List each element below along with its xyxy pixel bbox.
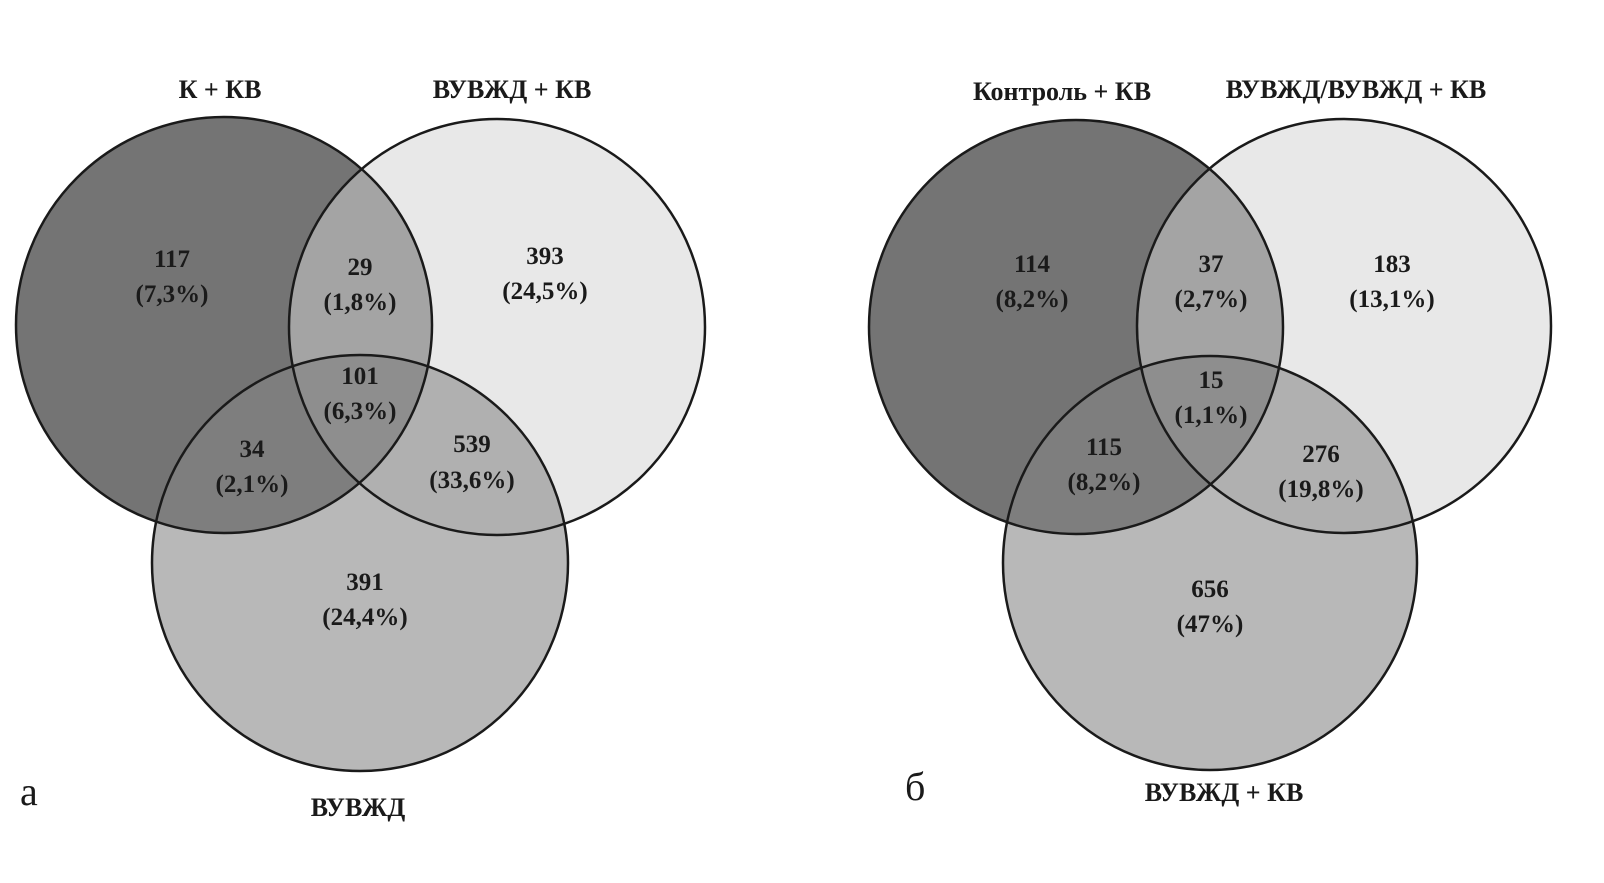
region-pct-top-left-top-right: (2,7%) [1175,286,1248,313]
region-pct-top-left-top-right: (1,8%) [324,289,397,316]
region-count-top-left-bottom: 34 [240,436,266,463]
panel-letter-a: а [20,769,38,814]
set-title-top-right: ВУВЖД + КВ [433,75,592,104]
region-count-all-three: 15 [1199,367,1224,394]
region-count-top-right-only: 393 [526,243,564,270]
region-count-top-left-only: 117 [154,246,190,273]
set-circle-outline-top-right [1135,117,1553,535]
venn-panel-a: К + КВ ВУВЖД + КВ ВУВЖД 117 (7,3%) 29 (1… [14,75,707,822]
region-count-bottom-only: 391 [346,569,384,596]
overlap-top-left-bottom [152,355,432,533]
region-count-top-left-top-right: 29 [348,254,373,281]
panel-letter-b: б [905,764,925,809]
venn-panel-b: Контроль + КВ ВУВЖД/ВУВЖД + КВ ВУВЖД + К… [867,75,1553,809]
set-title-top-right: ВУВЖД/ВУВЖД + КВ [1226,75,1486,104]
region-pct-top-left-only: (8,2%) [996,286,1069,313]
region-pct-all-three: (6,3%) [324,398,397,425]
region-pct-all-three: (1,1%) [1175,402,1248,429]
region-pct-top-right-bottom: (19,8%) [1278,476,1363,503]
set-title-bottom: ВУВЖД [311,793,406,822]
region-pct-top-right-bottom: (33,6%) [429,467,514,494]
set-circle-outline-top-left [14,115,434,535]
region-count-all-three: 101 [341,363,379,390]
overlap-top-right-bottom [289,355,568,535]
region-count-top-right-bottom: 276 [1302,441,1340,468]
region-count-top-left-bottom: 115 [1086,434,1122,461]
region-pct-bottom-only: (24,4%) [322,604,407,631]
set-circle-outline-bottom [1001,354,1419,772]
set-circle-outline-bottom [150,353,570,773]
set-circle-outline-top-right [287,117,707,537]
region-pct-top-left-bottom: (2,1%) [216,471,289,498]
set-title-top-left: Контроль + КВ [973,77,1151,106]
region-count-bottom-only: 656 [1191,576,1229,603]
region-count-top-right-only: 183 [1373,251,1411,278]
region-pct-top-right-only: (13,1%) [1349,286,1434,313]
overlap-top-right-bottom [1137,356,1417,533]
region-pct-top-left-bottom: (8,2%) [1068,469,1141,496]
region-count-top-right-bottom: 539 [453,431,491,458]
overlap-top-left-bottom [1003,356,1283,534]
set-circle-outline-top-left [867,118,1285,536]
region-pct-bottom-only: (47%) [1177,611,1244,638]
set-title-bottom: ВУВЖД + КВ [1145,778,1304,807]
set-title-top-left: К + КВ [179,75,262,104]
region-count-top-left-top-right: 37 [1199,251,1224,278]
region-count-top-left-only: 114 [1014,251,1051,278]
region-pct-top-right-only: (24,5%) [502,278,587,305]
region-pct-top-left-only: (7,3%) [136,281,209,308]
